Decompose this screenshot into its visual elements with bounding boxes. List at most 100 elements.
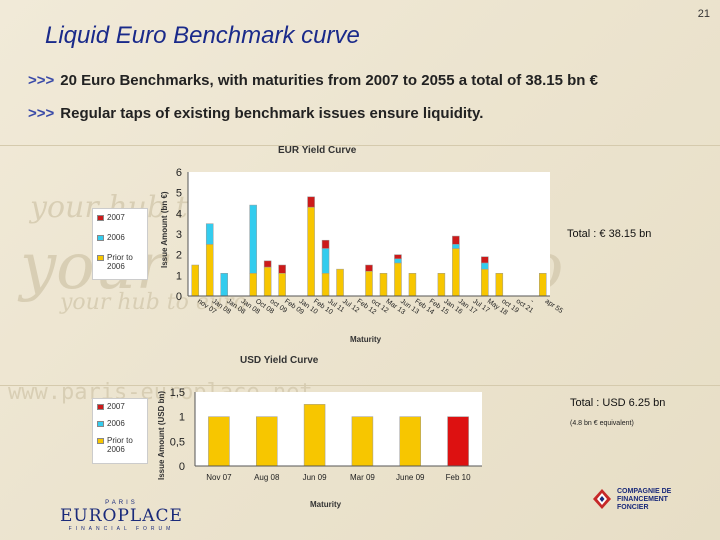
- eur-y-tick-label: 6: [176, 167, 182, 179]
- eur-x-tick-label: Feb 14: [413, 298, 435, 316]
- usd-bar: [303, 404, 326, 467]
- eur-bar: [394, 258, 402, 264]
- eur-bar: [379, 273, 388, 297]
- eur-bar: [452, 244, 460, 249]
- eur-x-tick-label: Feb 09: [283, 298, 305, 316]
- eur-bar: [365, 270, 373, 297]
- eur-bar: [408, 273, 417, 297]
- legend-label: 2007: [107, 402, 125, 411]
- eur-x-tick-label: Feb 12: [355, 298, 377, 316]
- eur-x-axis-title: Maturity: [350, 335, 382, 344]
- bullet-text: 20 Euro Benchmarks, with maturities from…: [60, 72, 598, 89]
- eur-x-tick-label: Jan 08: [240, 298, 261, 316]
- usd-x-tick-label: Mar 09: [350, 473, 375, 482]
- eur-bar: [365, 264, 373, 272]
- eur-legend: 2007 2006 Prior to 2006: [92, 208, 148, 280]
- usd-y-tick-label: 1: [179, 412, 185, 424]
- usd-bar: [399, 416, 421, 467]
- eur-chart-title: EUR Yield Curve: [278, 145, 357, 156]
- usd-x-tick-label: Nov 07: [206, 473, 232, 482]
- usd-bar: [256, 416, 278, 467]
- bullet-benchmarks: >>> 20 Euro Benchmarks, with maturities f…: [28, 72, 598, 89]
- eur-bar: [307, 206, 315, 297]
- eur-bar: [481, 268, 489, 297]
- eur-bar: [278, 273, 286, 297]
- legend-label: 2006: [107, 419, 125, 428]
- eur-x-tick-label: Jan 08: [211, 298, 232, 316]
- eur-y-tick-label: 2: [176, 250, 182, 262]
- legend-label: 2007: [107, 213, 125, 222]
- eur-bar: [205, 244, 214, 297]
- eur-x-tick-label: Jul 12: [341, 298, 360, 315]
- eur-bar: [263, 260, 272, 268]
- usd-bar: [447, 416, 469, 467]
- usd-total: Total : USD 6.25 bn: [570, 397, 666, 409]
- eur-x-tick-label: oct 12: [370, 298, 390, 315]
- eur-bar: [278, 264, 286, 274]
- eur-bar: [307, 196, 315, 208]
- eur-x-tick-label: Jan 10: [297, 298, 318, 316]
- usd-chart-svg: [208, 404, 469, 467]
- eur-x-tick-label: Jan 08: [225, 298, 246, 316]
- eur-x-tick-label: Mar 13: [384, 298, 406, 316]
- eur-bar: [220, 273, 228, 297]
- usd-x-tick-label: Feb 10: [446, 473, 471, 482]
- eur-x-tick-label: -: [529, 298, 535, 305]
- cff-line2: FINANCEMENT: [617, 496, 668, 503]
- logo-bottom-text: FINANCIAL FORUM: [68, 526, 175, 532]
- logo-top-text: PARIS: [105, 500, 138, 506]
- bullet-marker: >>>: [28, 72, 55, 89]
- eur-x-tick-label: Jul 11: [326, 298, 345, 314]
- usd-plot-area: [195, 392, 482, 467]
- legend-item-prior: Prior to 2006: [97, 436, 143, 454]
- legend-item-2007: 2007: [97, 213, 125, 222]
- eur-x-tick-label: May 18: [486, 298, 509, 317]
- legend-swatch: [97, 235, 104, 241]
- eur-bar: [249, 273, 257, 297]
- eur-bar: [263, 266, 272, 297]
- usd-y-tick-label: 1,5: [170, 387, 185, 399]
- eur-x-tick-label: Jun 13: [399, 298, 420, 316]
- eur-x-tick-label: Oct 08: [254, 298, 275, 316]
- eur-x-tick-label: oct 09: [268, 298, 288, 315]
- eur-bar: [495, 273, 504, 297]
- divider: [0, 145, 720, 146]
- eur-y-axis-title: Issue Amount (bn €): [160, 191, 169, 268]
- eur-x-tick-label: nov 07: [196, 298, 217, 316]
- legend-item-2006: 2006: [97, 419, 125, 428]
- eur-bar: [539, 273, 547, 297]
- usd-legend: 2007 2006 Prior to 2006: [92, 398, 148, 464]
- eur-x-tick-label: Feb 15: [428, 298, 450, 316]
- eur-bar: [191, 264, 199, 297]
- eur-x-tick-label: oct 19: [500, 298, 520, 315]
- eur-y-tick-label: 0: [176, 291, 182, 303]
- eur-y-tick-label: 1: [176, 270, 182, 282]
- eur-bar: [249, 204, 257, 274]
- legend-swatch: [97, 404, 104, 410]
- usd-x-tick-label: Jun 09: [303, 473, 328, 482]
- legend-item-2007: 2007: [97, 402, 125, 411]
- usd-x-tick-label: Aug 08: [254, 473, 280, 482]
- usd-y-tick-label: 0: [179, 461, 185, 473]
- legend-item-2006: 2006: [97, 233, 125, 242]
- legend-item-prior: Prior to 2006: [97, 253, 143, 271]
- slide-title: Liquid Euro Benchmark curve: [45, 22, 360, 49]
- cff-line1: COMPAGNIE DE: [617, 488, 672, 495]
- eur-bar: [481, 256, 489, 264]
- eur-x-tick-label: apr 55: [544, 298, 564, 315]
- usd-bar: [208, 416, 230, 467]
- eur-x-tick-label: Feb 10: [312, 298, 334, 316]
- eur-bar: [437, 273, 446, 297]
- legend-swatch: [97, 421, 104, 427]
- eur-y-tick-label: 3: [176, 229, 182, 241]
- legend-swatch: [97, 255, 104, 261]
- eur-chart-svg: [191, 196, 547, 297]
- eur-y-tick-label: 5: [176, 188, 182, 200]
- eur-bar: [481, 262, 489, 270]
- bullet-text: Regular taps of existing benchmark issue…: [60, 105, 484, 122]
- eur-bar: [452, 235, 460, 245]
- eur-bar: [321, 239, 330, 249]
- eur-plot-area: [188, 172, 550, 297]
- eur-bar: [394, 254, 402, 260]
- legend-label: Prior to 2006: [107, 253, 133, 271]
